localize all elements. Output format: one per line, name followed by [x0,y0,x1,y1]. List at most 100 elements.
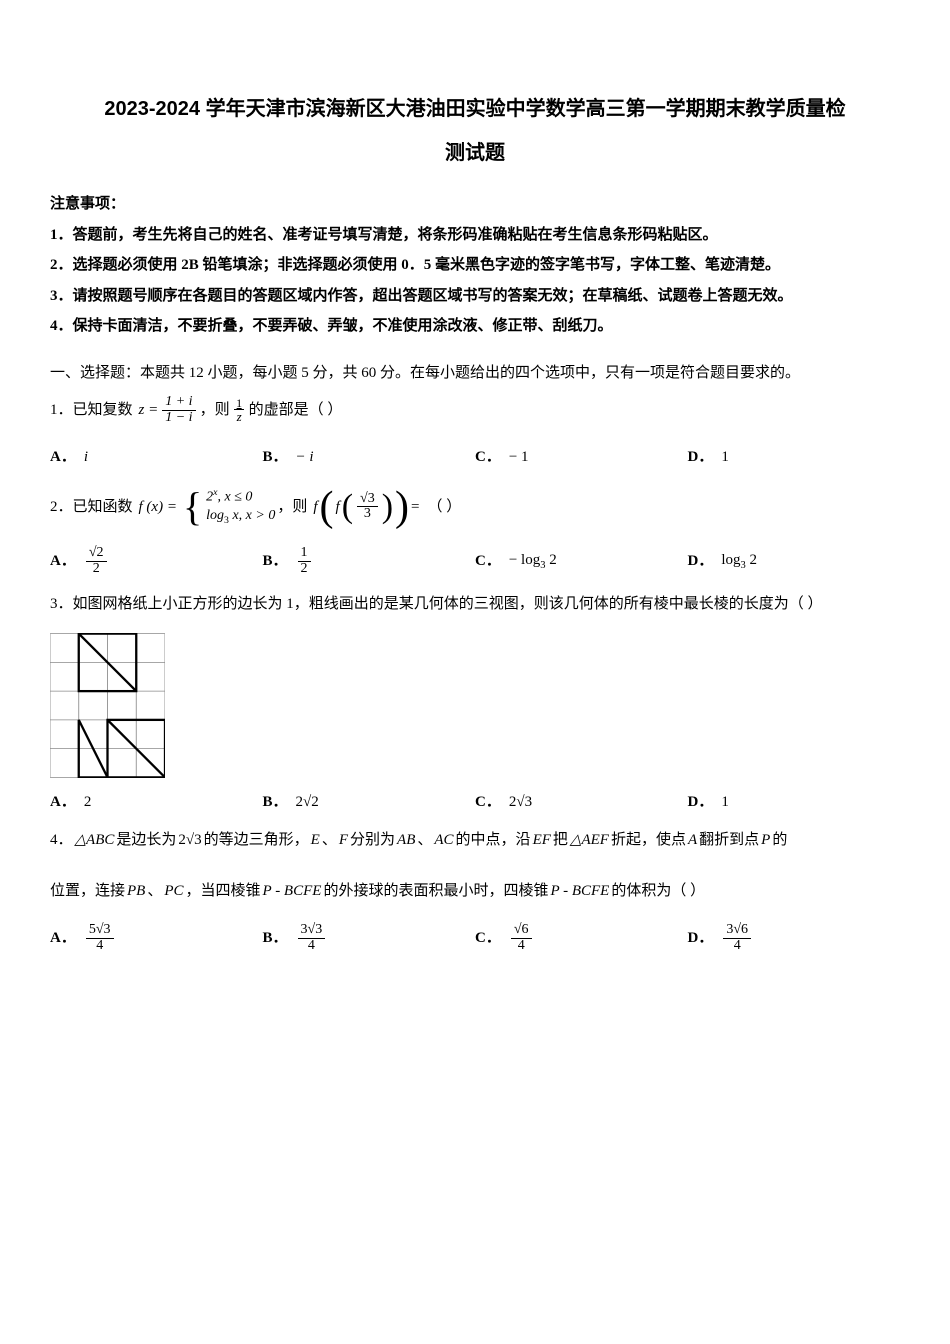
q3-a-val: 2 [84,788,92,817]
q4-ac: AC [434,826,453,855]
q4-pc: PC [164,877,183,906]
q1-zbar-frac: 1 z [234,397,245,424]
q2-inner-num: √3 [357,492,378,508]
q2-outer-f: f [313,493,317,522]
q4-seg-2: 是边长为 [116,826,176,855]
title-line-1: 2023-2024 学年天津市滨海新区大港油田实验中学数学高三第一学期期末教学质… [50,90,900,128]
q3-option-c: C．2√3 [475,788,688,817]
q4-c-num: √6 [511,923,532,939]
q4-option-a: A． 5√34 [50,923,263,953]
notice-1: 1．答题前，考生先将自己的姓名、准考证号填写清楚，将条形码准确粘贴在考生信息条形… [50,221,900,250]
q4-triangle-aef: △AEF [570,826,609,855]
q2-inner-f: f [336,493,340,522]
q4-seg-10: 翻折到点 [699,826,759,855]
q2-a-den: 2 [90,562,103,577]
section-1-heading: 一、选择题：本题共 12 小题，每小题 5 分，共 60 分。在每小题给出的四个… [50,359,900,388]
q2-c-tail: 2 [545,552,556,568]
q4-side-len: 2√3 [178,826,201,855]
question-1: 1．已知复数 z = 1 + i 1 − i ，则 1 z 的虚部是（ ） A．… [50,395,900,472]
q3-c-val: 2√3 [509,788,532,817]
q1-mid: ，则 [200,396,230,425]
q1-opt-d-val: 1 [721,443,729,472]
q4-triangle-abc: △ABC [75,826,115,855]
q2-fx: f (x) = [139,493,177,522]
q4-d-num: 3√6 [723,923,751,939]
q4-a-den: 4 [93,939,106,954]
q4-point-a: A [688,826,697,855]
q4-c-den: 4 [515,939,528,954]
q4-seg-5: 分别为 [350,826,395,855]
title-line-2: 测试题 [50,134,900,172]
grid-diagram-icon [50,633,165,778]
q4-seg-13: 、 [147,877,162,906]
q1-option-d: D．1 [688,443,901,472]
q2-d-text: log [721,552,740,568]
q1-option-b: B．− i [263,443,476,472]
q4-pb: PB [127,877,145,906]
q2-c-text: − log [509,552,540,568]
q3-figure [50,633,165,778]
q3-text: 3．如图网格纸上小正方形的边长为 1，粗线画出的是某几何体的三视图，则该几何体的… [50,590,900,619]
q2-option-c: C． − log3 2 [475,546,688,576]
q2-b-num: 1 [298,546,311,562]
question-2: 2．已知函数 f (x) = { 2x, x ≤ 0 log3 x, x > 0… [50,486,900,576]
q1-option-a: A．i [50,443,263,472]
q2-eq: = [411,493,419,522]
question-3: 3．如图网格纸上小正方形的边长为 1，粗线画出的是某几何体的三视图，则该几何体的… [50,590,900,816]
q4-ef: EF [533,826,551,855]
q4-seg-1: 4． [50,826,73,855]
q1-prefix: 1．已知复数 [50,396,133,425]
q4-option-d: D． 3√64 [688,923,901,953]
q4-seg-6: 、 [417,826,432,855]
outer-rparen-icon: ) [395,486,409,528]
q4-b-den: 4 [305,939,318,954]
q1-z-eq: z = [139,396,159,425]
left-brace-icon: { [183,487,202,527]
q4-a-num: 5√3 [86,923,114,939]
q3-options: A．2 B．2√2 C．2√3 D．1 [50,788,900,817]
notice-2: 2．选择题必须使用 2B 铅笔填涂；非选择题必须使用 0．5 毫米黑色字迹的签字… [50,251,900,280]
q2-piece1: 2x, x ≤ 0 [206,487,275,507]
q2-inner-den: 3 [361,507,374,522]
q4-seg-11: 的 [772,826,787,855]
q1-opt-a-val: i [84,443,88,472]
q2-piecewise: { 2x, x ≤ 0 log3 x, x > 0 [183,487,275,527]
q2-b-den: 2 [298,562,311,577]
q4-seg-7: 的中点，沿 [456,826,531,855]
q1-suffix: 的虚部是（ ） [249,396,343,425]
q4-seg-3: 的等边三角形， [204,826,309,855]
q3-b-val: 2√2 [296,788,319,817]
q4-seg-8: 把 [553,826,568,855]
q1-fraction: 1 + i 1 − i [162,395,195,425]
q2-a-num: √2 [86,546,107,562]
q2-option-a: A． √22 [50,546,263,576]
q4-pbcfe-2: P - BCFE [550,877,609,906]
q1-option-c: C．− 1 [475,443,688,472]
q2-d-tail: 2 [746,552,757,568]
question-4: 4． △ABC 是边长为 2√3 的等边三角形， E 、 F 分别为 AB 、 … [50,826,900,953]
q4-seg-14: ，当四棱锥 [186,877,261,906]
q1-zbar: z [234,410,245,424]
q4-seg-9: 折起，使点 [611,826,686,855]
q4-options: A． 5√34 B． 3√34 C． √64 D． 3√64 [50,923,900,953]
q3-option-b: B．2√2 [263,788,476,817]
q3-option-d: D．1 [688,788,901,817]
notice-heading: 注意事项： [50,190,900,219]
q4-point-p: P [761,826,770,855]
q4-seg-16: 的体积为（ ） [611,877,705,906]
q2-option-b: B． 12 [263,546,476,576]
notice-4: 4．保持卡面清洁，不要折叠，不要弄破、弄皱，不准使用涂改液、修正带、刮纸刀。 [50,312,900,341]
q4-ab: AB [397,826,415,855]
inner-lparen-icon: ( [342,490,353,524]
q4-option-b: B． 3√34 [263,923,476,953]
q2-piece2: log3 x, x > 0 [206,507,275,528]
q2-prefix: 2．已知函数 [50,493,133,522]
q4-b-num: 3√3 [298,923,326,939]
q4-point-f: F [339,826,348,855]
q4-d-den: 4 [731,939,744,954]
q2-tail: （ ） [428,493,462,522]
q1-num: 1 + i [162,395,195,411]
inner-rparen-icon: ) [382,490,393,524]
q1-den: 1 − i [162,411,195,426]
q2-option-d: D． log3 2 [688,546,901,576]
